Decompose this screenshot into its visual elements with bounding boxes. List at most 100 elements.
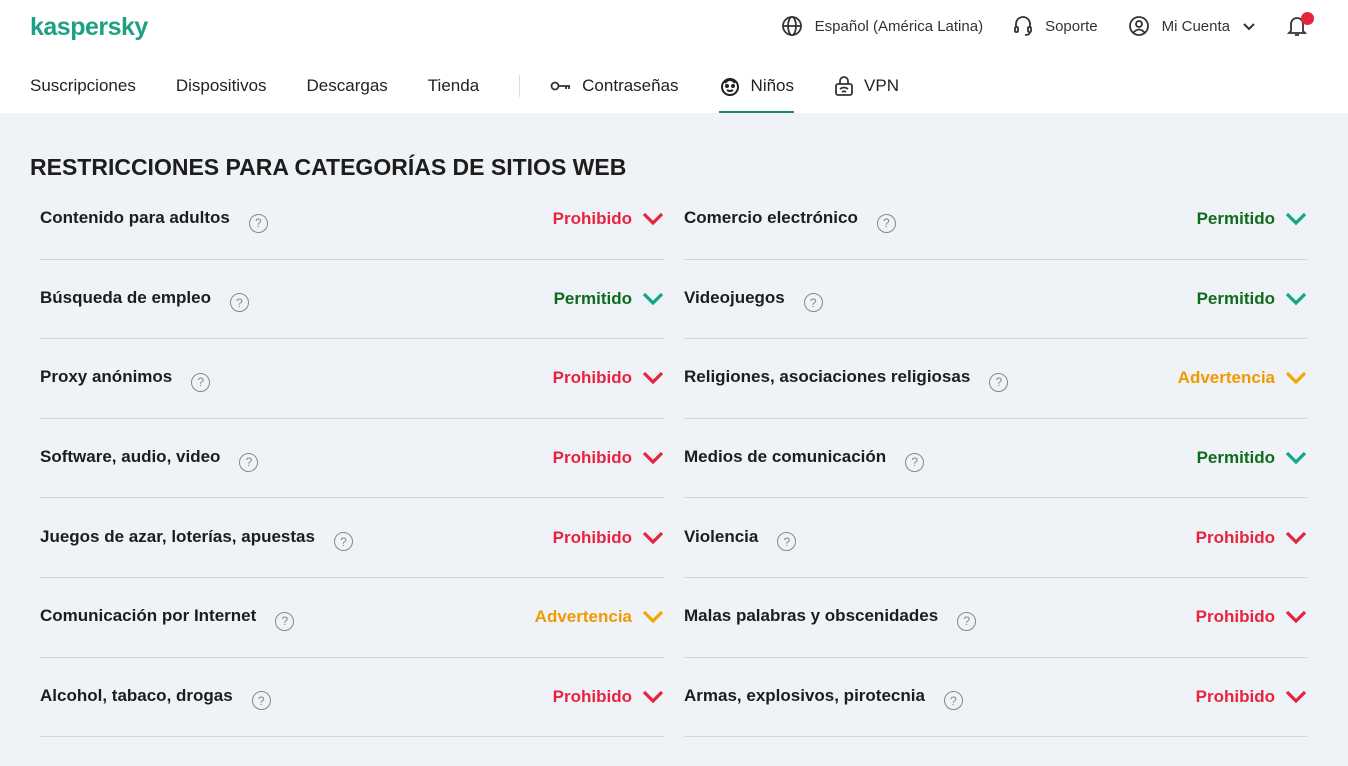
status-label: Permitido bbox=[1196, 448, 1275, 468]
category-row: Medios de comunicación ? Permitido bbox=[684, 419, 1307, 499]
chevron-down-icon bbox=[642, 292, 664, 306]
category-row: Comercio electrónico ? Permitido bbox=[684, 180, 1307, 260]
category-row: Búsqueda de empleo ? Permitido bbox=[40, 260, 664, 340]
help-icon[interactable]: ? bbox=[905, 452, 925, 472]
category-row: Alcohol, tabaco, drogas ? Prohibido bbox=[40, 658, 664, 738]
account-label: Mi Cuenta bbox=[1161, 17, 1230, 35]
status-label: Prohibido bbox=[1195, 607, 1275, 627]
headset-icon bbox=[1014, 16, 1032, 36]
status-dropdown[interactable]: Advertencia bbox=[535, 607, 664, 627]
category-name: Religiones, asociaciones religiosas bbox=[684, 367, 971, 387]
status-label: Permitido bbox=[1196, 288, 1275, 308]
vpn-lock-icon bbox=[835, 75, 853, 96]
main-nav: Suscripciones Dispositivos Descargas Tie… bbox=[30, 66, 939, 113]
kid-face-icon bbox=[720, 77, 739, 96]
nav-label: Niños bbox=[750, 75, 795, 95]
nav-label: Contraseñas bbox=[582, 75, 679, 95]
chevron-down-icon bbox=[1285, 292, 1307, 306]
nav-label: VPN bbox=[864, 75, 899, 95]
help-icon[interactable]: ? bbox=[876, 213, 896, 233]
status-dropdown[interactable]: Prohibido bbox=[1196, 528, 1307, 548]
notifications-button[interactable] bbox=[1286, 12, 1314, 38]
category-row: Juegos de azar, loterías, apuestas ? Pro… bbox=[40, 498, 664, 578]
nav-divider bbox=[519, 74, 521, 97]
help-icon[interactable]: ? bbox=[989, 372, 1009, 392]
status-dropdown[interactable]: Prohibido bbox=[553, 528, 664, 548]
category-name: Malas palabras y obscenidades bbox=[684, 606, 939, 626]
status-dropdown[interactable]: Prohibido bbox=[553, 209, 664, 229]
category-row: Contenido para adultos ? Prohibido bbox=[40, 180, 664, 260]
nav-subscriptions[interactable]: Suscripciones bbox=[30, 66, 136, 113]
category-name: Búsqueda de empleo bbox=[40, 287, 211, 307]
nav-vpn[interactable]: VPN bbox=[834, 66, 899, 113]
category-name: Proxy anónimos bbox=[40, 367, 173, 387]
chevron-down-icon bbox=[1285, 372, 1307, 385]
chevron-down-icon bbox=[1285, 451, 1307, 465]
help-icon[interactable]: ? bbox=[251, 691, 271, 711]
status-label: Permitido bbox=[1196, 209, 1275, 229]
nav-label: Dispositivos bbox=[175, 75, 267, 95]
nav-store[interactable]: Tienda bbox=[428, 66, 479, 113]
nav-kids[interactable]: Niños bbox=[718, 66, 795, 113]
category-name: Contenido para adultos bbox=[40, 208, 230, 228]
chevron-down-icon bbox=[642, 213, 664, 226]
nav-downloads[interactable]: Descargas bbox=[307, 66, 388, 113]
category-name: Alcohol, tabaco, drogas bbox=[40, 685, 233, 705]
help-icon[interactable]: ? bbox=[957, 611, 977, 631]
chevron-down-icon bbox=[642, 531, 664, 544]
status-dropdown[interactable]: Prohibido bbox=[1196, 687, 1307, 707]
status-label: Prohibido bbox=[552, 686, 632, 706]
status-label: Prohibido bbox=[552, 368, 632, 388]
status-dropdown[interactable]: Prohibido bbox=[1196, 607, 1307, 627]
help-icon[interactable]: ? bbox=[943, 691, 963, 711]
status-dropdown[interactable]: Permitido bbox=[1197, 448, 1307, 468]
help-icon[interactable]: ? bbox=[248, 213, 268, 233]
nav-label: Descargas bbox=[306, 75, 388, 95]
status-dropdown[interactable]: Prohibido bbox=[553, 687, 664, 707]
help-icon[interactable]: ? bbox=[229, 293, 249, 313]
page-title: RESTRICCIONES PARA CATEGORÍAS DE SITIOS … bbox=[30, 154, 627, 180]
help-icon[interactable]: ? bbox=[333, 532, 353, 552]
chevron-down-icon bbox=[1243, 22, 1255, 30]
status-dropdown[interactable]: Permitido bbox=[1197, 289, 1307, 309]
language-selector[interactable]: Español (América Latina) bbox=[781, 15, 983, 37]
chevron-down-icon bbox=[1285, 531, 1307, 544]
chevron-down-icon bbox=[1285, 611, 1307, 624]
language-label: Español (América Latina) bbox=[814, 17, 984, 35]
category-name: Armas, explosivos, pirotecnia bbox=[684, 685, 925, 705]
category-name: Medios de comunicación bbox=[684, 447, 887, 467]
help-icon[interactable]: ? bbox=[191, 372, 211, 392]
category-row: Comunicación por Internet ? Advertencia bbox=[40, 578, 664, 658]
status-dropdown[interactable]: Permitido bbox=[1197, 209, 1307, 229]
help-icon[interactable]: ? bbox=[777, 532, 797, 552]
status-dropdown[interactable]: Permitido bbox=[554, 289, 664, 309]
status-label: Prohibido bbox=[552, 448, 632, 468]
nav-label: Tienda bbox=[427, 75, 480, 95]
chevron-down-icon bbox=[1285, 213, 1307, 226]
notification-badge bbox=[1301, 12, 1314, 25]
category-name: Software, audio, video bbox=[40, 447, 221, 467]
category-name: Violencia bbox=[684, 526, 759, 546]
support-label: Soporte bbox=[1045, 17, 1098, 35]
user-icon bbox=[1128, 16, 1149, 36]
categories-list: Contenido para adultos ? Prohibido Comer… bbox=[40, 180, 1307, 738]
status-label: Prohibido bbox=[1195, 686, 1275, 706]
status-dropdown[interactable]: Prohibido bbox=[553, 368, 664, 388]
help-icon[interactable]: ? bbox=[239, 452, 259, 472]
status-label: Advertencia bbox=[534, 607, 632, 627]
support-link[interactable]: Soporte bbox=[1013, 15, 1098, 37]
status-label: Advertencia bbox=[1177, 368, 1275, 388]
help-icon[interactable]: ? bbox=[275, 611, 295, 631]
category-row: Proxy anónimos ? Prohibido bbox=[40, 339, 664, 419]
kaspersky-logo[interactable]: kaspersky bbox=[30, 13, 148, 41]
status-label: Permitido bbox=[553, 288, 632, 308]
chevron-down-icon bbox=[1285, 690, 1307, 704]
status-dropdown[interactable]: Prohibido bbox=[553, 448, 664, 468]
help-icon[interactable]: ? bbox=[803, 293, 823, 313]
header: kaspersky Español (América Latina) Sopor… bbox=[0, 0, 1348, 113]
nav-passwords[interactable]: Contraseñas bbox=[550, 66, 679, 113]
key-icon bbox=[550, 81, 571, 90]
nav-devices[interactable]: Dispositivos bbox=[176, 66, 267, 113]
status-dropdown[interactable]: Advertencia bbox=[1178, 368, 1307, 388]
account-menu[interactable]: Mi Cuenta bbox=[1128, 15, 1256, 37]
